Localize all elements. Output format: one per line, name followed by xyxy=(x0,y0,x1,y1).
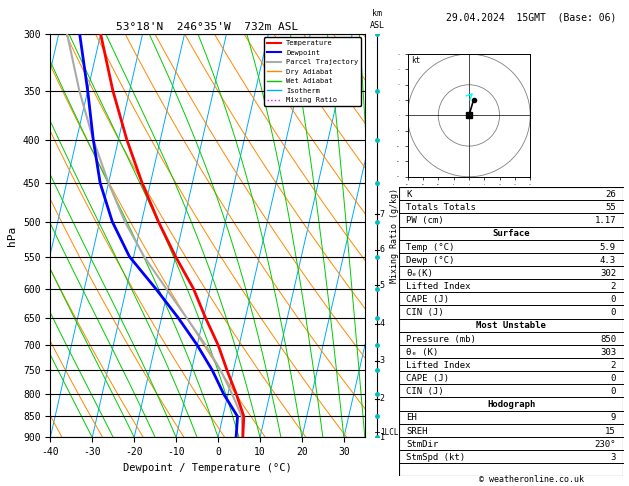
Text: 3: 3 xyxy=(611,453,616,462)
Text: CIN (J): CIN (J) xyxy=(406,308,443,317)
Text: Surface: Surface xyxy=(493,229,530,239)
Text: Pressure (mb): Pressure (mb) xyxy=(406,334,476,344)
Text: 1: 1 xyxy=(380,433,385,442)
Text: 7: 7 xyxy=(380,209,385,219)
Text: SREH: SREH xyxy=(406,427,428,435)
Text: StmSpd (kt): StmSpd (kt) xyxy=(406,453,465,462)
Text: 1.17: 1.17 xyxy=(594,216,616,226)
Text: K: K xyxy=(406,190,411,199)
Text: Lifted Index: Lifted Index xyxy=(406,282,470,291)
Text: 3: 3 xyxy=(380,356,385,365)
Text: 15: 15 xyxy=(605,427,616,435)
Text: 230°: 230° xyxy=(594,440,616,449)
Text: 0: 0 xyxy=(611,308,616,317)
Text: 9: 9 xyxy=(611,414,616,422)
Text: 302: 302 xyxy=(600,269,616,278)
Text: θₑ (K): θₑ (K) xyxy=(406,347,438,357)
Text: Dewp (°C): Dewp (°C) xyxy=(406,256,455,265)
Text: 2: 2 xyxy=(611,282,616,291)
Text: 2: 2 xyxy=(611,361,616,370)
Text: 4: 4 xyxy=(380,319,385,328)
Legend: Temperature, Dewpoint, Parcel Trajectory, Dry Adiabat, Wet Adiabat, Isotherm, Mi: Temperature, Dewpoint, Parcel Trajectory… xyxy=(264,37,361,106)
Text: CIN (J): CIN (J) xyxy=(406,387,443,396)
Text: 1LCL: 1LCL xyxy=(380,428,398,437)
Text: ASL: ASL xyxy=(370,21,384,30)
Text: kt: kt xyxy=(411,56,420,65)
Text: 2: 2 xyxy=(380,394,385,403)
Text: CAPE (J): CAPE (J) xyxy=(406,295,449,304)
Text: 850: 850 xyxy=(600,334,616,344)
Text: CAPE (J): CAPE (J) xyxy=(406,374,449,383)
X-axis label: Dewpoint / Temperature (°C): Dewpoint / Temperature (°C) xyxy=(123,463,292,473)
Text: 0: 0 xyxy=(611,295,616,304)
Text: Mixing Ratio (g/kg): Mixing Ratio (g/kg) xyxy=(390,188,399,283)
Text: Hodograph: Hodograph xyxy=(487,400,535,409)
Y-axis label: hPa: hPa xyxy=(8,226,18,246)
Text: 26: 26 xyxy=(605,190,616,199)
Text: PW (cm): PW (cm) xyxy=(406,216,443,226)
Text: EH: EH xyxy=(406,414,417,422)
Text: 6: 6 xyxy=(380,245,385,254)
Text: 4.3: 4.3 xyxy=(600,256,616,265)
Text: © weatheronline.co.uk: © weatheronline.co.uk xyxy=(479,474,584,484)
Text: 0: 0 xyxy=(611,374,616,383)
Text: 0: 0 xyxy=(611,387,616,396)
Text: 55: 55 xyxy=(605,203,616,212)
Text: 303: 303 xyxy=(600,347,616,357)
Text: 5: 5 xyxy=(380,281,385,290)
Text: 5.9: 5.9 xyxy=(600,243,616,252)
Text: Totals Totals: Totals Totals xyxy=(406,203,476,212)
Text: Temp (°C): Temp (°C) xyxy=(406,243,455,252)
Text: θₑ(K): θₑ(K) xyxy=(406,269,433,278)
Title: 53°18'N  246°35'W  732m ASL: 53°18'N 246°35'W 732m ASL xyxy=(116,22,299,32)
Text: 29.04.2024  15GMT  (Base: 06): 29.04.2024 15GMT (Base: 06) xyxy=(447,12,616,22)
Text: Lifted Index: Lifted Index xyxy=(406,361,470,370)
Text: StmDir: StmDir xyxy=(406,440,438,449)
Text: km: km xyxy=(372,9,382,18)
Text: Most Unstable: Most Unstable xyxy=(476,321,546,330)
